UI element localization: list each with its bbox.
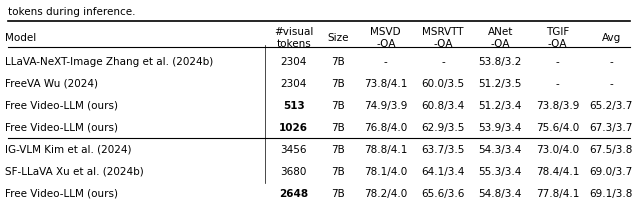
Text: -: - (556, 79, 559, 89)
Text: 3680: 3680 (280, 167, 307, 177)
Text: 2304: 2304 (280, 79, 307, 89)
Text: 7B: 7B (332, 57, 345, 67)
Text: Free Video-LLM (ours): Free Video-LLM (ours) (4, 189, 118, 199)
Text: ANet
-QA: ANet -QA (488, 27, 513, 49)
Text: 53.8/3.2: 53.8/3.2 (479, 57, 522, 67)
Text: TGIF
-QA: TGIF -QA (546, 27, 569, 49)
Text: Free Video-LLM (ours): Free Video-LLM (ours) (4, 101, 118, 111)
Text: 67.3/3.7: 67.3/3.7 (589, 123, 633, 133)
Text: 7B: 7B (332, 79, 345, 89)
Text: 73.8/4.1: 73.8/4.1 (364, 79, 408, 89)
Text: 67.5/3.8: 67.5/3.8 (589, 145, 633, 155)
Text: 53.9/3.4: 53.9/3.4 (479, 123, 522, 133)
Text: tokens during inference.: tokens during inference. (8, 7, 135, 17)
Text: MSRVTT
-QA: MSRVTT -QA (422, 27, 464, 49)
Text: FreeVA Wu (2024): FreeVA Wu (2024) (4, 79, 97, 89)
Text: 3456: 3456 (280, 145, 307, 155)
Text: 51.2/3.5: 51.2/3.5 (479, 79, 522, 89)
Text: 60.0/3.5: 60.0/3.5 (421, 79, 465, 89)
Text: -: - (609, 79, 613, 89)
Text: 69.1/3.8: 69.1/3.8 (589, 189, 633, 199)
Text: 54.8/3.4: 54.8/3.4 (479, 189, 522, 199)
Text: 69.0/3.7: 69.0/3.7 (589, 167, 633, 177)
Text: 63.7/3.5: 63.7/3.5 (421, 145, 465, 155)
Text: 62.9/3.5: 62.9/3.5 (421, 123, 465, 133)
Text: Free Video-LLM (ours): Free Video-LLM (ours) (4, 123, 118, 133)
Text: Size: Size (328, 33, 349, 43)
Text: Avg: Avg (602, 33, 621, 43)
Text: 78.1/4.0: 78.1/4.0 (364, 167, 408, 177)
Text: Model: Model (4, 33, 36, 43)
Text: 7B: 7B (332, 145, 345, 155)
Text: 51.2/3.4: 51.2/3.4 (479, 101, 522, 111)
Text: IG-VLM Kim et al. (2024): IG-VLM Kim et al. (2024) (4, 145, 131, 155)
Text: -: - (609, 57, 613, 67)
Text: #visual
tokens: #visual tokens (274, 27, 314, 49)
Text: -: - (441, 57, 445, 67)
Text: 77.8/4.1: 77.8/4.1 (536, 189, 579, 199)
Text: SF-LLaVA Xu et al. (2024b): SF-LLaVA Xu et al. (2024b) (4, 167, 143, 177)
Text: 1026: 1026 (279, 123, 308, 133)
Text: 2304: 2304 (280, 57, 307, 67)
Text: 60.8/3.4: 60.8/3.4 (421, 101, 465, 111)
Text: -: - (384, 57, 388, 67)
Text: LLaVA-NeXT-Image Zhang et al. (2024b): LLaVA-NeXT-Image Zhang et al. (2024b) (4, 57, 213, 67)
Text: 7B: 7B (332, 189, 345, 199)
Text: 7B: 7B (332, 101, 345, 111)
Text: -: - (556, 57, 559, 67)
Text: 7B: 7B (332, 167, 345, 177)
Text: 2648: 2648 (279, 189, 308, 199)
Text: 73.8/3.9: 73.8/3.9 (536, 101, 579, 111)
Text: 54.3/3.4: 54.3/3.4 (479, 145, 522, 155)
Text: 7B: 7B (332, 123, 345, 133)
Text: 78.8/4.1: 78.8/4.1 (364, 145, 408, 155)
Text: MSVD
-QA: MSVD -QA (371, 27, 401, 49)
Text: 73.0/4.0: 73.0/4.0 (536, 145, 579, 155)
Text: 64.1/3.4: 64.1/3.4 (421, 167, 465, 177)
Text: 78.4/4.1: 78.4/4.1 (536, 167, 579, 177)
Text: 74.9/3.9: 74.9/3.9 (364, 101, 408, 111)
Text: 513: 513 (283, 101, 305, 111)
Text: 65.2/3.7: 65.2/3.7 (589, 101, 633, 111)
Text: 65.6/3.6: 65.6/3.6 (421, 189, 465, 199)
Text: 76.8/4.0: 76.8/4.0 (364, 123, 408, 133)
Text: 55.3/3.4: 55.3/3.4 (479, 167, 522, 177)
Text: 75.6/4.0: 75.6/4.0 (536, 123, 579, 133)
Text: 78.2/4.0: 78.2/4.0 (364, 189, 408, 199)
